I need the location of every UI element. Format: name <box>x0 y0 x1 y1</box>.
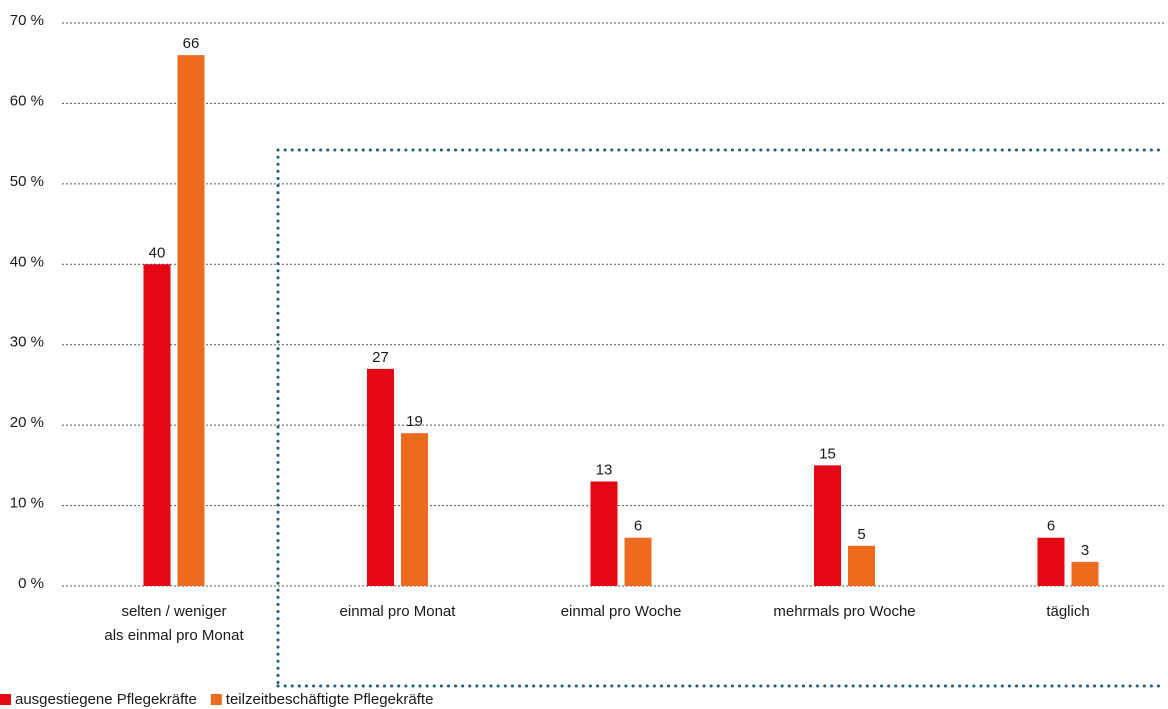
highlight-box <box>276 148 1167 688</box>
x-tick-label: einmal pro Woche <box>561 603 682 620</box>
bar <box>401 433 428 586</box>
bar <box>143 264 171 586</box>
value-label: 13 <box>596 461 613 478</box>
bar <box>590 481 618 586</box>
legend-swatch <box>210 694 222 705</box>
bar <box>814 465 841 586</box>
x-tick-label: selten / weniger als einmal pro Monat <box>104 603 244 644</box>
legend-label: ausgestiegene Pflegekräfte <box>15 691 197 708</box>
value-label: 15 <box>819 445 836 462</box>
value-label: 3 <box>1081 542 1089 559</box>
y-tick-label: 30 % <box>10 334 44 351</box>
y-tick-label: 40 % <box>10 253 44 270</box>
value-label: 6 <box>634 518 642 535</box>
bar <box>624 537 652 586</box>
y-tick-label: 0 % <box>18 575 44 592</box>
value-label: 5 <box>857 526 865 543</box>
value-label: 66 <box>183 35 200 52</box>
bar <box>848 545 875 586</box>
value-label: 27 <box>372 349 389 366</box>
value-label: 19 <box>406 413 423 430</box>
legend-label: teilzeitbeschäftigte Pflegekräfte <box>226 691 434 708</box>
x-tick-label: einmal pro Monat <box>340 603 457 620</box>
value-label: 6 <box>1047 518 1055 535</box>
bar <box>367 368 394 586</box>
y-tick-label: 60 % <box>10 92 44 109</box>
y-tick-label: 70 % <box>10 12 44 29</box>
y-tick-label: 20 % <box>10 414 44 431</box>
y-tick-label: 50 % <box>10 173 44 190</box>
x-tick-label: mehrmals pro Woche <box>773 603 915 620</box>
y-tick-label: 10 % <box>10 495 44 512</box>
bar <box>1071 561 1099 586</box>
legend-swatch <box>0 694 11 705</box>
bar <box>177 55 205 586</box>
value-label: 40 <box>149 244 166 261</box>
x-tick-label: täglich <box>1046 603 1089 620</box>
bar <box>1037 537 1065 586</box>
